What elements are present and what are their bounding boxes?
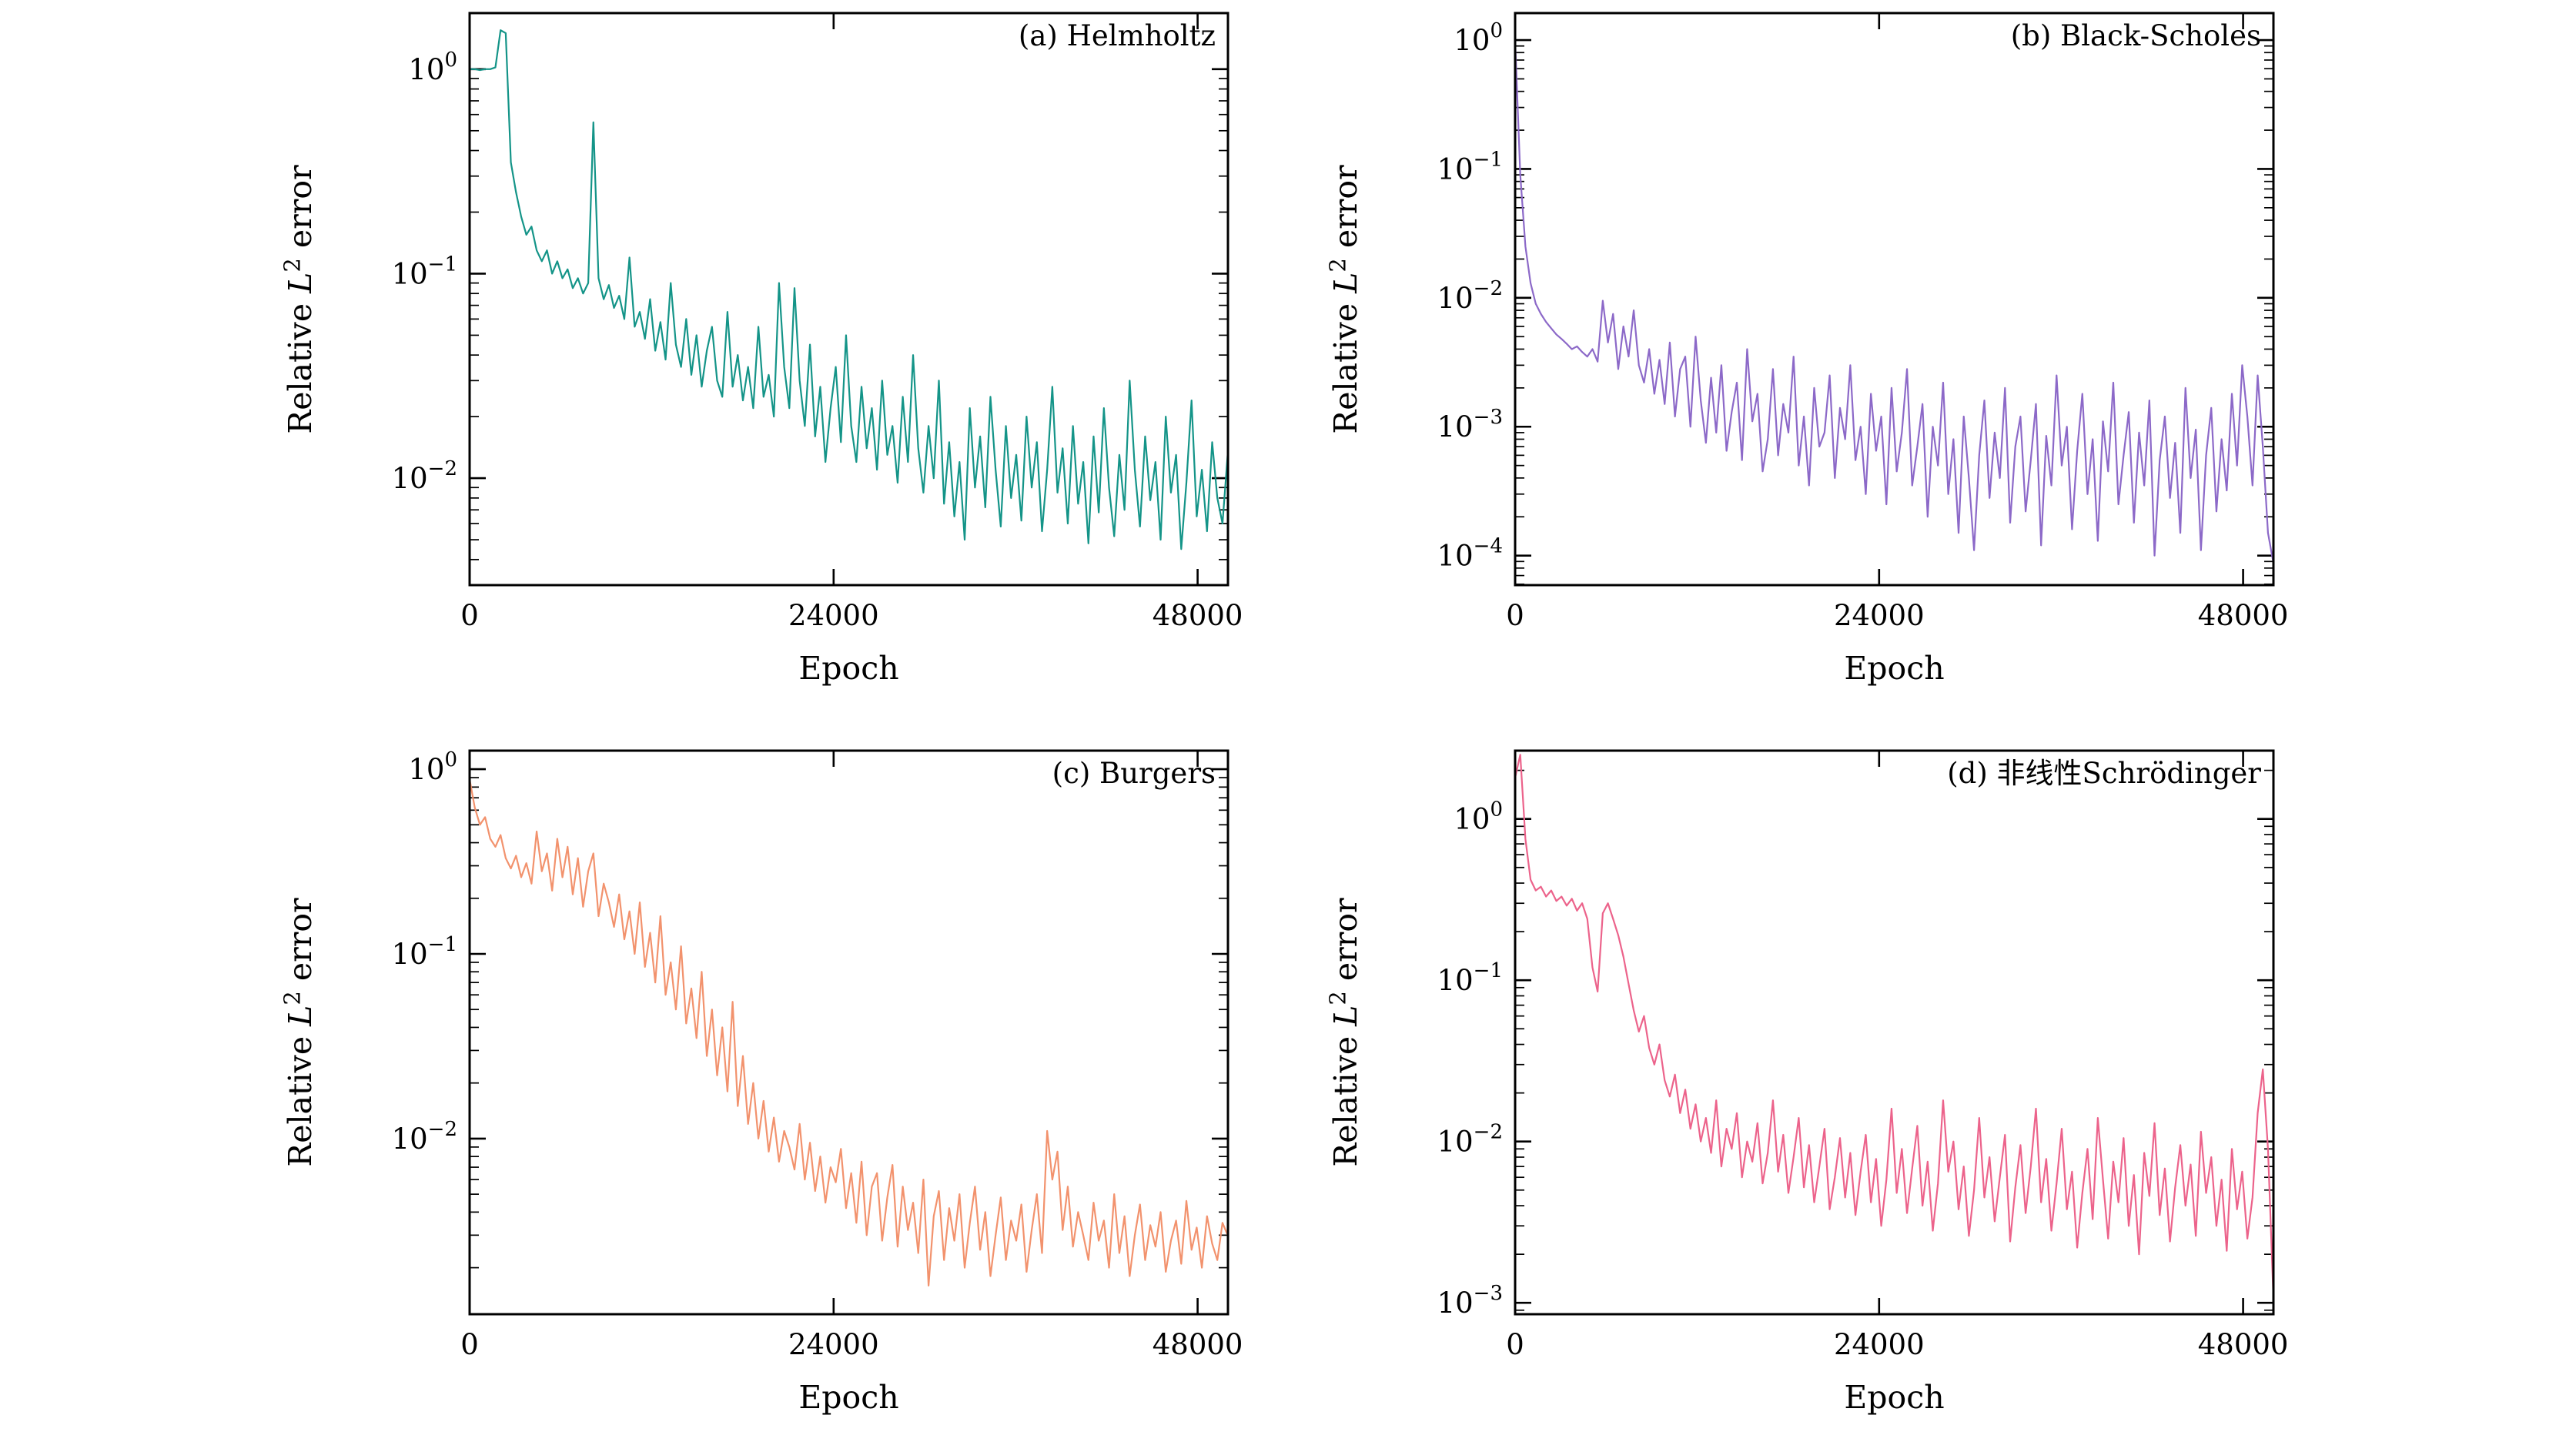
svg-text:0: 0 [460, 599, 479, 632]
svg-text:10−2: 10−2 [1437, 1121, 1503, 1159]
plot-area: 100 10−1 10−2 0 24000 48000 [392, 12, 1243, 632]
y-axis-label-symbol: L [282, 1005, 319, 1026]
panel-schrodinger: 100 10−1 10−2 10−3 0 24000 48000 (d) 非线性Schröd… [1324, 749, 2288, 1416]
svg-text:24000: 24000 [1834, 599, 1925, 632]
y-axis-label: Relative L2 error [279, 13, 319, 585]
y-axis-label-symbol: L [1327, 272, 1364, 293]
svg-text:100: 100 [1454, 798, 1503, 836]
series-line [468, 29, 1229, 550]
y-axis-label-pre: Relative [1327, 293, 1364, 434]
y-axis-label-post: error [282, 164, 319, 258]
svg-text:24000: 24000 [1834, 1328, 1925, 1361]
plot-area: 100 10−1 10−2 10−30 24000 48000 [1437, 749, 2288, 1361]
svg-text:10−4: 10−4 [1437, 535, 1503, 573]
y-axis-label: Relative L2 error [1324, 13, 1365, 585]
svg-text:0: 0 [460, 1328, 479, 1361]
svg-text:10−2: 10−2 [392, 1118, 457, 1156]
panel-burgers: 100 10−1 10−2 0 24000 48000 (c) Burgers Epoch… [279, 748, 1243, 1416]
svg-text:24000: 24000 [788, 599, 879, 632]
y-axis-label-pre: Relative [1327, 1025, 1364, 1167]
svg-text:10−3: 10−3 [1437, 406, 1503, 443]
y-axis-label-post: error [282, 898, 319, 992]
svg-text:48000: 48000 [2198, 1328, 2289, 1361]
y-axis-label-symbol: L [1327, 1005, 1364, 1026]
svg-text:10−2: 10−2 [1437, 277, 1503, 315]
series-line [1514, 38, 2274, 563]
svg-text:10−1: 10−1 [392, 933, 457, 971]
svg-text:10−3: 10−3 [1437, 1282, 1503, 1320]
svg-text:10−1: 10−1 [1437, 148, 1503, 186]
y-axis-label-exponent: 2 [1324, 257, 1351, 273]
svg-text:48000: 48000 [2198, 599, 2289, 632]
svg-text:100: 100 [408, 49, 457, 86]
panel-title: (d) 非线性Schrödinger [1947, 757, 2261, 790]
series-line [1514, 754, 2274, 1291]
svg-text:10−1: 10−1 [392, 253, 457, 290]
series-line [468, 778, 1229, 1286]
y-axis-label-pre: Relative [282, 1025, 319, 1167]
y-axis-label-symbol: L [282, 272, 319, 293]
y-axis-label-exponent: 2 [1324, 991, 1351, 1005]
svg-text:24000: 24000 [788, 1328, 879, 1361]
x-axis-label: Epoch [798, 1379, 899, 1416]
y-axis-label-exponent: 2 [279, 257, 306, 273]
x-axis-label: Epoch [798, 650, 899, 687]
plot-area: 100 10−1 10−2 0 24000 48000 [392, 748, 1243, 1361]
svg-text:10−2: 10−2 [392, 457, 457, 495]
svg-text:48000: 48000 [1153, 599, 1243, 632]
svg-text:0: 0 [1506, 1328, 1524, 1361]
panel-title: (a) Helmholtz [1018, 19, 1216, 52]
y-axis-label-exponent: 2 [279, 991, 306, 1005]
svg-text:100: 100 [408, 748, 457, 786]
y-axis-label-post: error [1327, 898, 1364, 992]
plot-area: 100 10−1 10−2 10−3 10−40 24000 48000 [1437, 12, 2288, 632]
x-axis-label: Epoch [1844, 650, 1945, 687]
svg-text:100: 100 [1454, 19, 1503, 57]
x-axis-label: Epoch [1844, 1379, 1945, 1416]
svg-text:48000: 48000 [1153, 1328, 1243, 1361]
panel-title: (b) Black-Scholes [2010, 19, 2261, 52]
y-axis-label-pre: Relative [282, 293, 319, 434]
panel-black-scholes: 100 10−1 10−2 10−3 10−4 0 24000 48000 (b) Black… [1324, 12, 2288, 687]
panel-title: (c) Burgers [1052, 757, 1216, 790]
panel-helmholtz: 100 10−1 10−2 0 24000 48000 (a) Helmholtz Epo… [279, 12, 1243, 687]
y-axis-label: Relative L2 error [1324, 751, 1365, 1314]
svg-text:10−1: 10−1 [1437, 959, 1503, 997]
y-axis-label: Relative L2 error [279, 751, 319, 1314]
y-axis-label-post: error [1327, 164, 1364, 258]
svg-text:0: 0 [1506, 599, 1524, 632]
